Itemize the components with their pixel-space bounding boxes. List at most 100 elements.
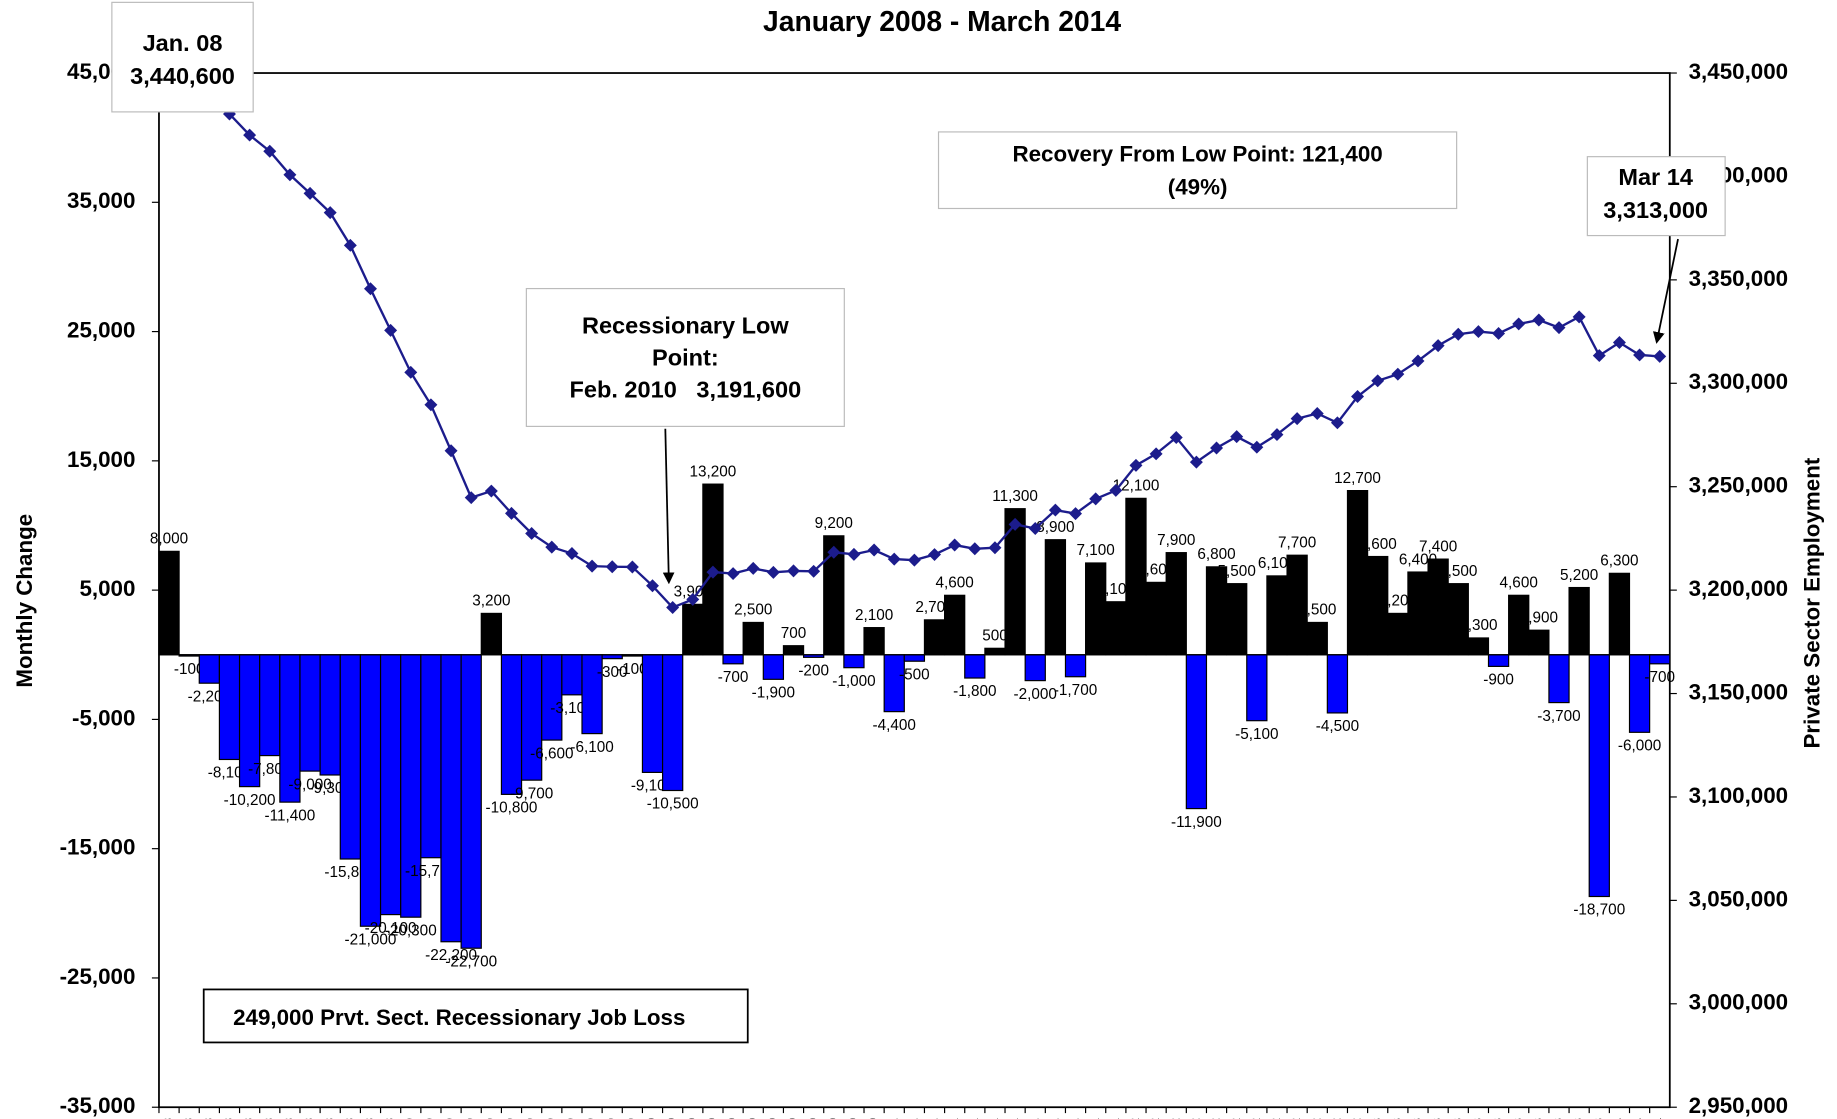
- data-label: 2,500: [1298, 602, 1336, 619]
- data-label: -6,100: [570, 739, 613, 756]
- bar: [1387, 612, 1409, 656]
- data-label: -900: [1483, 672, 1514, 689]
- data-label: -10,200: [224, 792, 276, 809]
- y2-tick-label: 3,100,000: [1689, 783, 1788, 808]
- bar: [1205, 566, 1228, 656]
- y2-tick-label: 3,000,000: [1689, 990, 1788, 1015]
- line-marker: [384, 323, 398, 337]
- data-label: 13,200: [690, 463, 737, 480]
- bar: [1266, 575, 1288, 656]
- bar: [1306, 621, 1328, 656]
- y2-tick-label: 3,150,000: [1689, 679, 1788, 704]
- y-tick-label: 15,000: [67, 447, 135, 472]
- annotation-box: [202, 988, 749, 1044]
- data-label: -21,000: [345, 931, 397, 948]
- annotation-box: [937, 131, 1458, 210]
- x-tick-label: 0: [666, 1118, 679, 1119]
- bar: [1064, 654, 1087, 678]
- x-tick-label: 8: [202, 1118, 215, 1119]
- data-label: -9,000: [288, 776, 331, 793]
- x-tick-label: 3: [1572, 1118, 1585, 1119]
- bar: [1548, 654, 1570, 704]
- data-label: -20,300: [385, 922, 437, 939]
- bar: [1568, 586, 1590, 656]
- bar: [440, 654, 462, 943]
- chart-title: January 2008 - March 2014: [763, 5, 1121, 37]
- data-label: -22,200: [425, 947, 477, 964]
- line-marker: [746, 561, 760, 575]
- x-tick-label: 0: [646, 1118, 659, 1119]
- x-tick-label: 0: [706, 1118, 719, 1119]
- y2-axis-title: Private Sector Employment: [1799, 457, 1824, 748]
- x-tick-label: 0: [827, 1118, 840, 1119]
- data-label: 4,600: [936, 575, 974, 592]
- data-label: -1,800: [953, 683, 996, 700]
- data-label: 7,700: [1278, 534, 1316, 551]
- bar: [762, 654, 785, 680]
- line-marker: [1310, 407, 1324, 420]
- line-marker: [686, 592, 700, 606]
- line-marker: [263, 144, 277, 158]
- data-label: -4,400: [873, 717, 916, 734]
- line-marker: [404, 365, 418, 379]
- bar: [782, 645, 805, 656]
- bar: [1528, 629, 1550, 656]
- data-label: 8,900: [1036, 519, 1074, 536]
- data-label: 5,500: [1218, 563, 1256, 580]
- bar: [1165, 552, 1187, 656]
- y-tick-label: 25,000: [67, 317, 135, 342]
- y2-tick-label: 3,350,000: [1689, 266, 1788, 291]
- annotation-text: 3,313,000: [1603, 197, 1708, 223]
- bar: [1105, 601, 1127, 656]
- y2-tick-label: 3,200,000: [1689, 576, 1788, 601]
- data-label: -18,700: [1573, 902, 1625, 919]
- bar: [984, 647, 1006, 656]
- x-tick-label: 8: [182, 1118, 195, 1119]
- x-tick-label: 8: [162, 1118, 175, 1119]
- x-tick-label: 0: [686, 1118, 699, 1119]
- line-marker: [1612, 336, 1626, 350]
- bar: [259, 654, 281, 757]
- x-tick-label: 0: [726, 1118, 739, 1119]
- line-marker: [787, 564, 800, 578]
- line-marker: [364, 282, 377, 296]
- bar: [1407, 571, 1429, 656]
- data-label: 7,600: [1359, 536, 1397, 553]
- x-tick-label: 0: [746, 1118, 759, 1119]
- data-label: 6,800: [1197, 546, 1235, 563]
- line-marker: [1552, 321, 1566, 335]
- bar: [1185, 654, 1208, 810]
- bar: [682, 603, 704, 656]
- data-label: 6,300: [1600, 553, 1638, 570]
- x-tick-label: 8: [364, 1118, 377, 1119]
- x-tick-label: 3: [1451, 1118, 1464, 1119]
- annotation-text: Point:: [652, 344, 719, 370]
- data-label: -11,400: [265, 807, 316, 824]
- line-marker: [565, 547, 579, 560]
- data-label: -700: [718, 669, 749, 686]
- y-tick-label: 5,000: [79, 576, 135, 601]
- bar: [641, 654, 664, 773]
- line-marker: [968, 542, 982, 556]
- bar: [1085, 562, 1107, 656]
- x-tick-label: 3: [1431, 1118, 1444, 1119]
- x-tick-label: 3: [1592, 1118, 1605, 1119]
- data-label: -100: [617, 661, 648, 678]
- line-marker: [1210, 441, 1224, 455]
- y-tick-label: -35,000: [60, 1093, 136, 1118]
- line-marker: [1532, 313, 1546, 327]
- data-label: 5,500: [1439, 563, 1477, 580]
- data-label: -100: [174, 661, 205, 678]
- x-tick-label: 3: [1411, 1118, 1424, 1119]
- line-marker: [1270, 428, 1284, 442]
- data-label: 12,700: [1334, 470, 1381, 487]
- line-marker: [1290, 412, 1304, 426]
- line-marker: [343, 238, 357, 252]
- y2-tick-label: 2,950,000: [1689, 1093, 1788, 1118]
- data-label: 500: [982, 628, 1008, 645]
- data-label: 2,500: [734, 602, 772, 619]
- line-marker: [545, 540, 559, 554]
- line-marker: [1451, 327, 1465, 341]
- bar: [1044, 539, 1067, 656]
